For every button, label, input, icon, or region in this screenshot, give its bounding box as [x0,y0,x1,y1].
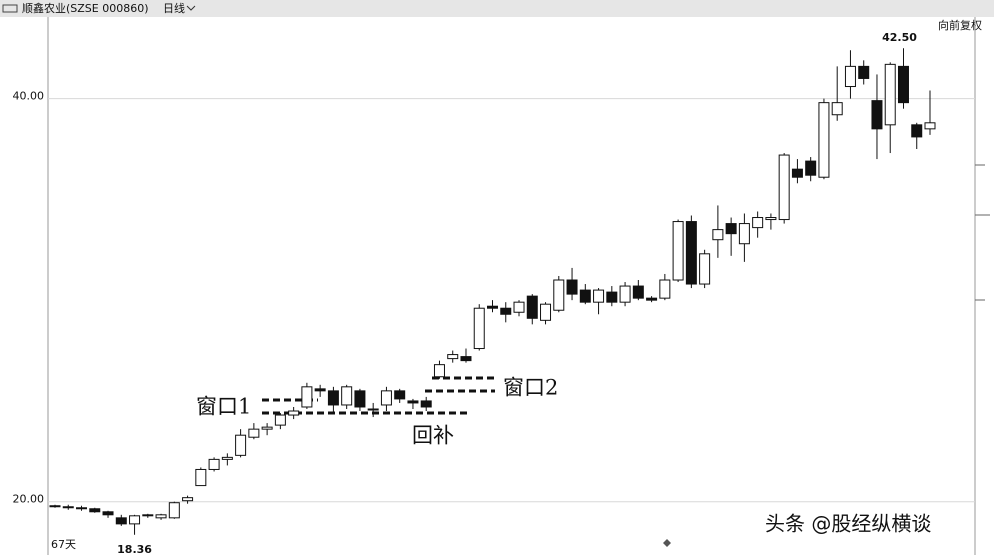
candle-body [168,502,180,519]
candle-body [500,307,512,315]
candle-body [593,289,605,303]
candle-body [884,63,896,126]
candle-body [460,356,472,362]
candle-body [619,285,631,303]
candle-body [791,168,803,178]
min-label: 18.36 [117,543,152,555]
candle-body [725,223,737,235]
chevron [186,5,196,11]
candle-body [685,221,697,285]
candle-body [871,100,883,130]
candle-body [142,514,154,517]
candle-body [765,217,777,221]
candle-body [407,400,419,404]
candle-body [155,514,167,519]
candle-body [301,386,313,408]
candle-body [367,408,379,411]
period-label: 67天 [51,538,76,551]
candle-body [89,508,101,513]
candle-body [473,307,485,350]
candle-body [752,217,764,229]
candle-body [778,154,790,221]
candle-body [288,410,300,416]
candle-body [248,428,260,438]
candle-body [566,279,578,295]
candle-body [540,303,552,321]
candle-body [447,354,459,360]
candle-body [818,102,830,178]
candle-body [858,65,870,79]
annotation: 窗口1 [196,395,251,419]
candle-body [646,297,658,301]
period-select[interactable]: 日线 [163,1,185,15]
y-tick-label: 40.00 [13,90,45,103]
candle-body [433,364,445,378]
header-bar [0,0,994,17]
candle-body [897,65,909,104]
candle-body [805,160,817,176]
candle-body [341,386,353,406]
candle-body [831,102,843,116]
candle-body [261,426,273,430]
candle-body [699,253,711,285]
candle-body [606,291,618,303]
candle-body [911,124,923,138]
candle-body [712,229,724,241]
candle-body [579,289,591,303]
candle-body [221,456,233,460]
candle-body [354,390,366,408]
candle-body [513,301,525,313]
candle-body [115,517,127,525]
candle-body [182,497,194,502]
max-label: 42.50 [882,31,917,44]
annotation: 窗口2 [503,376,558,400]
candle-body [327,390,339,406]
candle-body [420,400,432,408]
candle-body [553,279,565,311]
marker [663,539,671,547]
candle-body [380,390,392,406]
candle-body [129,515,141,525]
candle-body [844,65,856,88]
candle-body [738,223,750,245]
candle-body [632,285,644,299]
header-icon[interactable] [2,4,18,13]
candle-body [487,305,498,309]
candle-body [672,221,684,281]
candle-body [235,434,247,456]
candle-body [49,505,61,508]
candle-body [274,414,286,426]
adjust-label[interactable]: 向前复权 [938,18,982,32]
candle-body [394,390,406,400]
candle-body [76,507,88,510]
candle-body [526,295,538,319]
y-tick-label: 20.00 [13,493,45,506]
candle-body [62,506,74,509]
watermark: 头条 @股经纵横谈 [765,512,931,536]
candle-body [314,388,326,392]
candle-body [659,279,671,299]
candle-body [924,122,936,130]
candle-body [102,511,114,516]
header-title: 顺鑫农业(SZSE 000860) [22,1,149,15]
candle-body [195,468,207,487]
annotation: 回补 [412,424,454,448]
candle-body [208,458,220,470]
